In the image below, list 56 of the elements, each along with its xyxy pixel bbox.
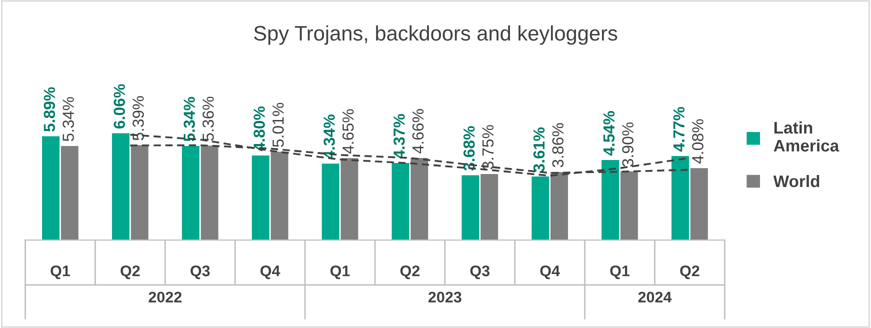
x-tick-label: Q2	[680, 266, 700, 280]
text: 2023	[428, 292, 462, 303]
data-label: 4.65%	[342, 109, 354, 154]
data-label: 5.89%	[44, 87, 56, 132]
data-label: 5.34%	[62, 97, 74, 142]
chart-title: Spy Trojans, backdoors and keyloggers	[254, 25, 618, 45]
x-tick-label: Q2	[120, 266, 140, 280]
bar	[322, 164, 340, 240]
data-label: 3.75%	[482, 125, 494, 170]
bar	[480, 174, 498, 240]
bar	[532, 176, 550, 240]
x-tick-label: Q4	[540, 266, 560, 280]
x-tick-label: Q3	[190, 266, 210, 280]
bar	[200, 146, 218, 240]
data-label: 5.34%	[184, 96, 195, 142]
bar	[462, 175, 480, 240]
bar	[410, 158, 428, 240]
data-label: 4.77%	[673, 106, 685, 152]
bar	[690, 168, 708, 240]
bar	[130, 145, 148, 240]
x-tick-label: Q1	[50, 266, 70, 280]
x-tick-label: Q1	[610, 266, 630, 280]
data-label: 3.90%	[622, 122, 634, 167]
data-label: 5.01%	[272, 102, 284, 147]
data-label: 3.68%	[463, 126, 475, 171]
bar	[550, 172, 568, 240]
x-tick-label: Q2	[400, 266, 420, 280]
text: 2022	[148, 292, 182, 303]
bar	[252, 155, 270, 240]
bar	[340, 158, 358, 240]
x-tick-label: Q3	[470, 266, 490, 280]
data-label: 4.80%	[254, 106, 265, 152]
bar	[620, 171, 638, 240]
bar	[42, 136, 60, 240]
data-label: 3.61%	[533, 127, 545, 172]
text: 2024	[638, 292, 672, 303]
bar	[672, 156, 689, 240]
data-label: 5.39%	[132, 96, 144, 140]
data-label: 3.86%	[552, 123, 564, 168]
bar	[60, 146, 78, 240]
bar	[270, 152, 288, 240]
data-label: 4.34%	[324, 114, 335, 160]
data-label: 5.36%	[202, 96, 214, 141]
data-label: 4.08%	[692, 119, 704, 164]
data-label: 4.37%	[393, 114, 405, 159]
x-tick-label: Q1	[330, 266, 350, 280]
bar	[112, 133, 130, 240]
x-tick-label: Q4	[260, 266, 280, 280]
data-label: 6.06%	[114, 84, 126, 129]
bar	[392, 163, 410, 240]
data-label: 4.54%	[603, 111, 615, 156]
bar	[602, 160, 620, 240]
data-label: 4.66%	[412, 109, 424, 154]
legend-label: World	[773, 174, 820, 188]
bar	[182, 146, 200, 240]
legend-label: Latin America	[774, 121, 840, 152]
